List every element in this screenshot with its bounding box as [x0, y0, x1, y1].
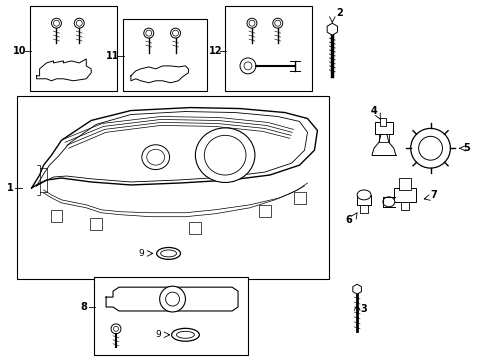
- Text: 8: 8: [81, 302, 87, 312]
- Circle shape: [248, 20, 254, 26]
- Text: 5: 5: [462, 143, 468, 153]
- Ellipse shape: [356, 190, 370, 200]
- Bar: [359, 205, 367, 213]
- Circle shape: [143, 28, 153, 38]
- Ellipse shape: [156, 247, 180, 260]
- Ellipse shape: [382, 197, 394, 207]
- Ellipse shape: [204, 135, 245, 175]
- Ellipse shape: [146, 149, 164, 165]
- Bar: [258, 205, 270, 217]
- Text: 4: 4: [370, 105, 377, 116]
- Circle shape: [145, 30, 151, 36]
- Bar: [90, 218, 102, 230]
- Circle shape: [246, 18, 256, 28]
- Bar: [398, 178, 410, 190]
- Bar: [224, 6, 312, 91]
- Circle shape: [418, 136, 442, 160]
- Circle shape: [244, 62, 251, 70]
- Ellipse shape: [176, 331, 194, 338]
- Circle shape: [53, 20, 60, 26]
- Text: 2: 2: [335, 8, 342, 18]
- Bar: [393, 188, 415, 202]
- Circle shape: [160, 286, 185, 312]
- Circle shape: [113, 327, 118, 331]
- Polygon shape: [106, 287, 238, 311]
- Bar: [378, 134, 388, 142]
- Bar: [50, 210, 62, 222]
- Ellipse shape: [161, 250, 176, 257]
- Text: 1: 1: [6, 183, 13, 193]
- Circle shape: [74, 18, 84, 28]
- Bar: [17, 96, 328, 279]
- Circle shape: [76, 20, 82, 26]
- Bar: [94, 277, 247, 355]
- Bar: [379, 118, 385, 126]
- Text: 10: 10: [13, 46, 26, 56]
- Ellipse shape: [171, 328, 199, 341]
- Circle shape: [410, 129, 449, 168]
- Circle shape: [165, 292, 179, 306]
- Circle shape: [51, 18, 61, 28]
- Bar: [374, 122, 392, 134]
- Text: 7: 7: [429, 190, 436, 200]
- Bar: [356, 195, 370, 205]
- Circle shape: [240, 58, 255, 74]
- Circle shape: [274, 20, 280, 26]
- Text: 6: 6: [345, 215, 352, 225]
- Bar: [189, 222, 201, 234]
- Circle shape: [111, 324, 121, 334]
- Text: 12: 12: [208, 46, 222, 56]
- Bar: [30, 6, 117, 91]
- Text: 3: 3: [360, 304, 366, 314]
- Circle shape: [272, 18, 282, 28]
- Text: 11: 11: [106, 51, 120, 61]
- Text: 9: 9: [156, 330, 161, 339]
- Text: 9: 9: [138, 249, 143, 258]
- Circle shape: [172, 30, 178, 36]
- Circle shape: [170, 28, 180, 38]
- Bar: [400, 202, 408, 210]
- Ellipse shape: [195, 128, 254, 183]
- Bar: [122, 19, 207, 91]
- Ellipse shape: [142, 145, 169, 170]
- Bar: [293, 192, 305, 204]
